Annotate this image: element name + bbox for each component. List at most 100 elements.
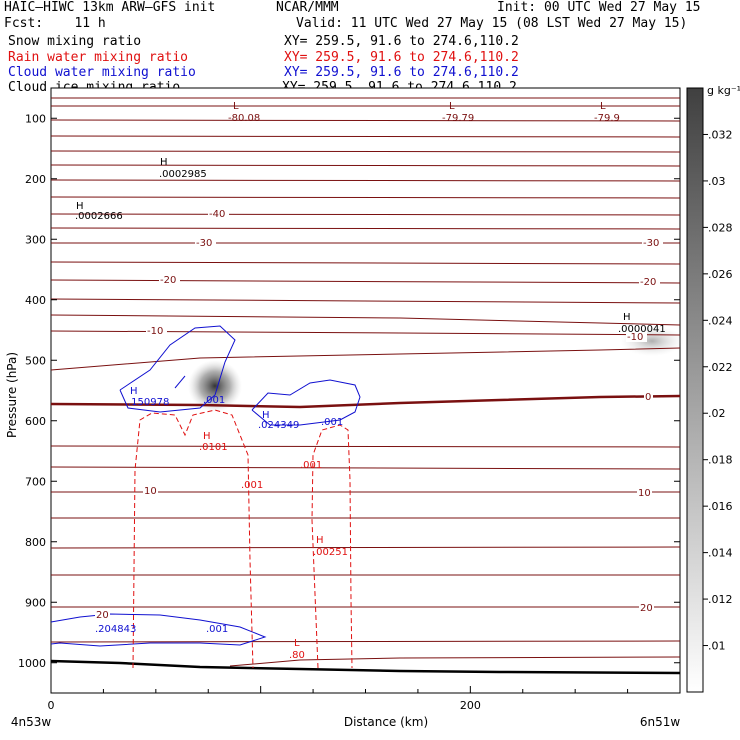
colorbar-tick-label: .028 bbox=[708, 221, 733, 234]
colorbar-tick-label: .02 bbox=[708, 407, 726, 420]
temperature-contour-label: 0 bbox=[645, 392, 651, 403]
temperature-contour-label: -30 bbox=[643, 238, 659, 249]
cloud-water-contour bbox=[174, 375, 186, 389]
org-label: NCAR/MMM bbox=[276, 0, 339, 15]
y-tick-label: 100 bbox=[25, 112, 46, 125]
label-knockout bbox=[637, 487, 652, 498]
cloud-water-contour-label: .001 bbox=[203, 395, 225, 406]
temp-contour bbox=[229, 656, 681, 667]
temp-contour bbox=[50, 445, 681, 448]
extremum-value: -79.9 bbox=[594, 113, 620, 124]
extremum-value: .0002666 bbox=[75, 211, 123, 222]
cloud-water-contour bbox=[251, 379, 361, 426]
y-tick-label: 300 bbox=[25, 233, 46, 246]
temp-contour bbox=[50, 298, 681, 304]
label-knockout bbox=[626, 331, 647, 342]
extremum-value: -79.79 bbox=[442, 113, 474, 124]
label-knockout bbox=[159, 274, 180, 285]
label-knockout bbox=[644, 391, 653, 402]
rain-water-contours bbox=[132, 409, 353, 669]
extremum-marker: H bbox=[262, 410, 270, 421]
extremum-marker: L bbox=[294, 638, 300, 649]
y-tick-label: 200 bbox=[25, 173, 46, 186]
extremum-marker: H bbox=[623, 312, 631, 323]
forecast-hour: Fcst: 11 h bbox=[4, 16, 106, 31]
temp-contour bbox=[50, 164, 681, 167]
temp-contour bbox=[50, 135, 681, 138]
temperature-contour-label: -10 bbox=[627, 332, 643, 343]
field-xy-cloudwater: XY= 259.5, 91.6 to 274.6,110.2 bbox=[284, 65, 519, 80]
colorbar-tick-label: .022 bbox=[708, 361, 733, 374]
temp-contour bbox=[50, 213, 681, 216]
temperature-contour-label: 10 bbox=[144, 486, 157, 497]
extremum-marker: H bbox=[130, 386, 138, 397]
extremum-marker: H bbox=[203, 431, 211, 442]
temp-contour bbox=[50, 330, 681, 336]
extremum-value: .0002985 bbox=[159, 169, 207, 180]
extremum-value: .0101 bbox=[199, 442, 228, 453]
extremum-value: -80.08 bbox=[228, 113, 260, 124]
rain-water-contour bbox=[311, 424, 353, 669]
field-name-snow: Snow mixing ratio bbox=[8, 34, 142, 49]
temp-contour bbox=[50, 546, 681, 549]
extremum-value: .204843 bbox=[95, 624, 136, 635]
colorbar-tick-label: .032 bbox=[708, 128, 733, 141]
colorbar-unit: g kg⁻¹ bbox=[707, 84, 740, 97]
colorbar bbox=[686, 87, 704, 693]
y-tick-label: 700 bbox=[25, 475, 46, 488]
temperature-contour-label: -20 bbox=[640, 277, 656, 288]
extremum-marker: H bbox=[160, 157, 168, 168]
label-knockout bbox=[208, 208, 229, 219]
extremum-value: .0000041 bbox=[618, 324, 666, 335]
freezing-level bbox=[50, 394, 681, 409]
y-tick-label: 400 bbox=[25, 294, 46, 307]
y-axis-label: Pressure (hPa) bbox=[5, 352, 19, 438]
snow-shading bbox=[188, 360, 242, 412]
temp-contour bbox=[50, 279, 681, 284]
init-time: Init: 00 UTC Wed 27 May 15 bbox=[497, 0, 701, 15]
extremum-marker: H bbox=[316, 535, 324, 546]
cloud-water-contour bbox=[119, 325, 236, 413]
y-tick-label: 600 bbox=[25, 415, 46, 428]
extremum-marker: L bbox=[233, 101, 239, 112]
label-knockout bbox=[95, 609, 110, 620]
temperature-contour-label: 10 bbox=[638, 488, 651, 499]
colorbar-tick-label: .03 bbox=[708, 175, 726, 188]
temperature-contour-label: 20 bbox=[640, 603, 653, 614]
colorbar-tick-label: .012 bbox=[708, 593, 733, 606]
colorbar-tick-label: .01 bbox=[708, 640, 726, 653]
label-knockout bbox=[195, 237, 216, 248]
temp-contour bbox=[50, 261, 681, 265]
x-tick-label: 200 bbox=[460, 699, 481, 712]
plot-frame bbox=[50, 87, 681, 694]
extremum-value: .150978 bbox=[128, 397, 169, 408]
y-tick-label: 800 bbox=[25, 536, 46, 549]
temp-contour bbox=[50, 466, 681, 470]
y-tick-label: 1000 bbox=[18, 657, 46, 670]
x-tick-label: 0 bbox=[48, 699, 55, 712]
temp-contour bbox=[50, 227, 681, 230]
extremum-marker: H bbox=[76, 201, 84, 212]
x-right-endpoint: 6n51w bbox=[640, 715, 681, 729]
x-axis-label: Distance (km) bbox=[344, 715, 428, 729]
temp-contour bbox=[50, 314, 681, 326]
label-knockout bbox=[642, 237, 663, 248]
temp-contour bbox=[50, 179, 681, 182]
extremum-marker: L bbox=[600, 101, 606, 112]
label-knockout bbox=[639, 602, 654, 613]
colorbar-tick-label: .018 bbox=[708, 454, 733, 467]
temp-contour bbox=[50, 119, 681, 122]
model-title: HAIC—HIWC 13km ARW—GFS init bbox=[4, 0, 216, 15]
field-name-cloudwater: Cloud water mixing ratio bbox=[8, 65, 196, 80]
extremum-value: .024349 bbox=[258, 420, 299, 431]
temperature-contour-label: -20 bbox=[160, 275, 176, 286]
field-name-rain: Rain water mixing ratio bbox=[8, 50, 189, 65]
rain-water-contour-label: .001 bbox=[241, 480, 263, 491]
rain-water-contour-label: .001 bbox=[300, 460, 322, 471]
valid-time: Valid: 11 UTC Wed 27 May 15 (08 LST Wed … bbox=[296, 16, 688, 31]
temperature-contour-label: -40 bbox=[209, 209, 225, 220]
colorbar-tick-label: .024 bbox=[708, 314, 733, 327]
label-knockout bbox=[639, 276, 660, 287]
cloud-water-contour-label: .001 bbox=[206, 624, 228, 635]
extremum-value: .80 bbox=[289, 650, 305, 661]
